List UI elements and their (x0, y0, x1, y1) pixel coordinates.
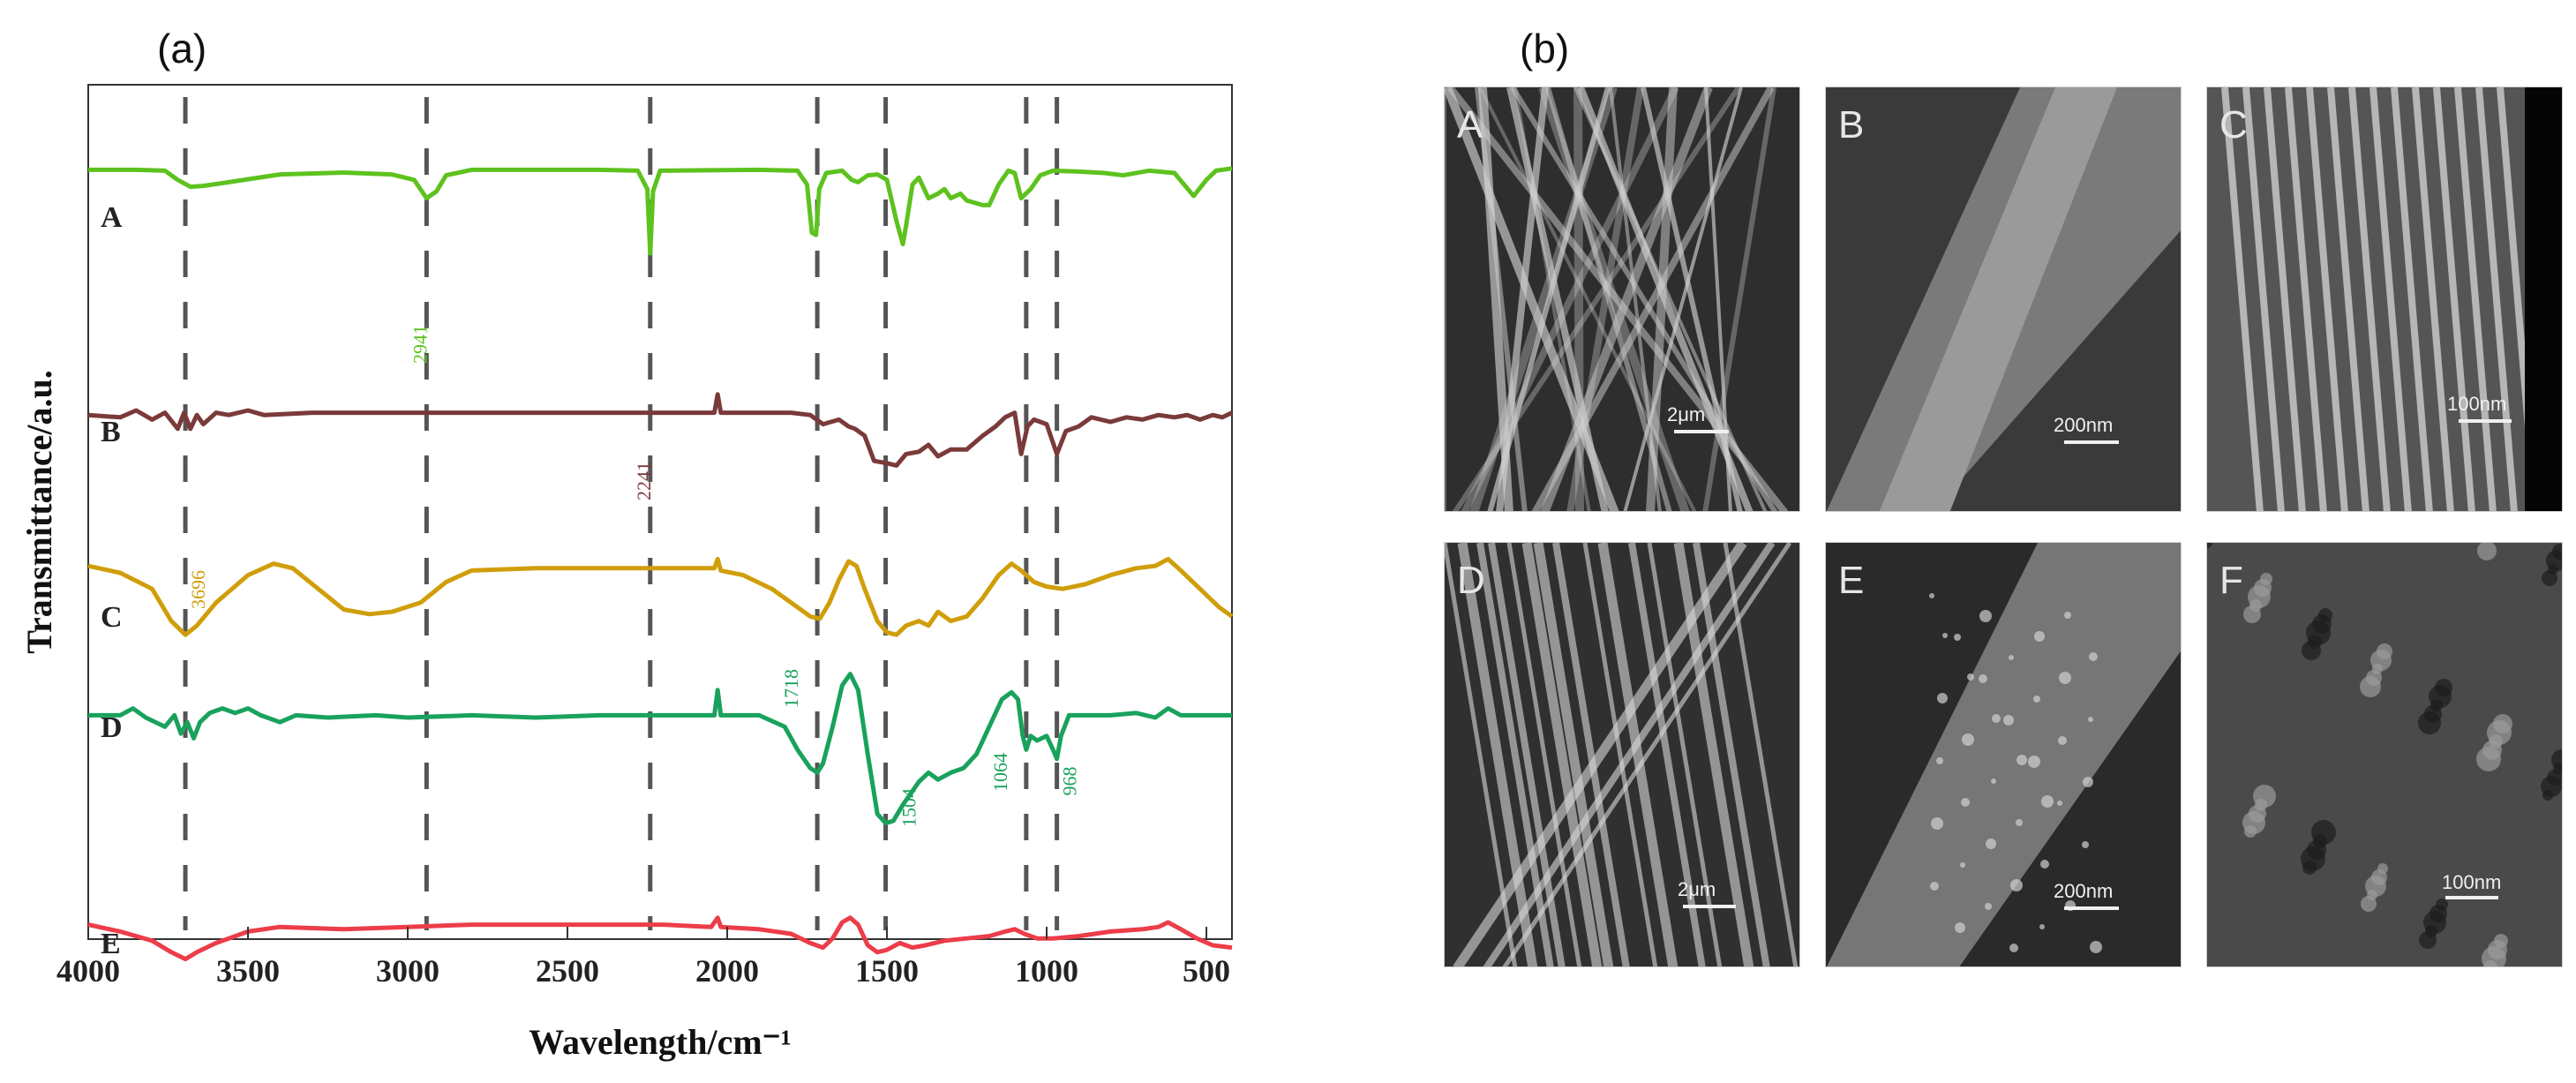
sem-panel-letter: D (1457, 559, 1485, 602)
series-group (87, 166, 1234, 962)
panel-b-label: (b) (1520, 26, 1570, 71)
x-ticks: 4000 3500 3000 2500 2000 1500 1000 500 (56, 927, 1230, 989)
sem-image-C: C 100nm (2206, 86, 2563, 512)
plot-area (87, 84, 1233, 940)
series-label-D: D (101, 711, 123, 744)
series-line-E (87, 915, 1233, 962)
series-line-A (88, 166, 1233, 256)
scale-bar-label: 100nm (2442, 871, 2502, 893)
sem-micrograph (1445, 543, 1799, 966)
series-names: A B C D E (101, 201, 123, 960)
peak-label: 1718 (780, 669, 802, 708)
sem-panel-letter: F (2219, 559, 2243, 602)
sem-image-F: F 100nm (2206, 542, 2563, 967)
scale-bar (2064, 906, 2119, 910)
scale-bar-label: 2μm (1678, 878, 1716, 900)
series-label-A: A (101, 201, 123, 234)
series-label-B: B (101, 416, 121, 448)
scale-bar (1683, 905, 1736, 908)
sem-panel-letter: E (1838, 559, 1865, 602)
sem-image-A: A 2μm (1444, 86, 1800, 512)
scale-bar-label: 200nm (2054, 880, 2114, 902)
scale-bar (2064, 440, 2119, 444)
sem-micrograph (1826, 543, 2181, 966)
scale-bar-label: 200nm (2054, 414, 2114, 436)
x-tick-label: 1000 (1015, 953, 1078, 989)
series-line-D (88, 672, 1232, 826)
scale-bar (1674, 430, 1729, 433)
x-tick-label: 500 (1183, 953, 1230, 989)
peak-label: 1504 (898, 788, 920, 827)
sem-panel-letter: C (2219, 103, 2248, 147)
sem-image-D: D 2μm (1444, 542, 1800, 967)
scale-bar (2445, 896, 2498, 899)
sem-micrograph (1445, 87, 1799, 511)
y-axis-label: Transmittance/a.u. (19, 370, 59, 653)
reference-lines (183, 97, 1060, 930)
sem-micrograph (2207, 87, 2562, 511)
sem-panel-letter: A (1457, 103, 1483, 147)
series-line-C (87, 556, 1234, 637)
sem-panel-letter: B (1838, 103, 1865, 147)
peak-label: 2241 (633, 462, 655, 500)
sem-micrograph (1826, 87, 2181, 511)
x-tick-label: 2500 (536, 953, 599, 989)
x-tick-label: 3500 (216, 953, 280, 989)
series-line-B (87, 392, 1234, 468)
sem-image-grid: A 2μm B 200nm C 100nm D 2μm E 200nm F 100nm (1444, 86, 2566, 969)
peak-label: 2941 (409, 325, 431, 364)
x-axis-label: Wavelength/cm⁻¹ (529, 1022, 792, 1062)
peak-label: 1064 (989, 753, 1011, 792)
sem-image-B: B 200nm (1825, 86, 2182, 512)
sem-image-E: E 200nm (1825, 542, 2182, 967)
annotations: 2941 2241 3696 1718 1504 1064 968 (187, 325, 1081, 827)
scale-bar (2459, 419, 2512, 423)
scale-bar-label: 2μm (1667, 403, 1706, 425)
scale-bar-label: 100nm (2447, 393, 2507, 415)
panel-a-label: (a) (157, 26, 207, 71)
x-tick-label: 1500 (855, 953, 919, 989)
x-tick-label: 4000 (56, 953, 120, 989)
ftir-chart: 4000 3500 3000 2500 2000 1500 1000 500 2941 2241… (19, 84, 1234, 1062)
series-label-C: C (101, 601, 123, 634)
sem-micrograph (2207, 543, 2562, 966)
peak-label: 968 (1059, 767, 1081, 796)
peak-label: 3696 (187, 570, 209, 609)
x-tick-label: 3000 (376, 953, 439, 989)
series-label-E: E (101, 928, 121, 960)
x-tick-label: 2000 (695, 953, 759, 989)
